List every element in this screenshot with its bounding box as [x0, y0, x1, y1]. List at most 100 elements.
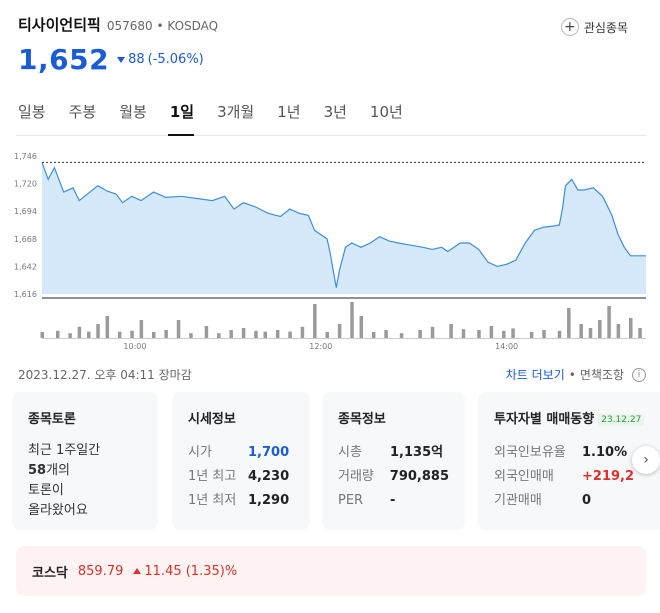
y-tick-label: 1,616: [14, 290, 37, 299]
period-tabs: 일봉 주봉 월봉 1일 3개월 1년 3년 10년: [16, 98, 646, 136]
intraday-chart[interactable]: 1,746 1,720 1,694 1,668 1,642 1,616 10:00 12:00…: [14, 146, 646, 358]
tab-1year[interactable]: 1년: [277, 103, 301, 121]
company-label: 거래량: [338, 469, 374, 484]
volume-bar: [176, 320, 181, 338]
watchlist-label: 관심종목: [583, 20, 628, 35]
index-change-value: 11.45 (1.35)%: [144, 563, 238, 579]
investor-date-badge: 23.12.27: [598, 413, 645, 426]
volume-bar: [629, 318, 633, 338]
triangle-down-icon: [117, 56, 126, 63]
volume-bar: [607, 306, 611, 338]
discussion-line3: 토론이: [28, 483, 64, 498]
discussion-line4: 올라왔어요: [28, 503, 88, 518]
company-value: -: [390, 493, 396, 508]
y-tick-label: 1,694: [14, 207, 37, 216]
discussion-card[interactable]: 종목토론 최근 1주일간 58개의 토론이 올라왔어요: [12, 392, 158, 530]
disclaimer-link[interactable]: 면책조항: [579, 368, 624, 382]
volume-bar: [217, 333, 221, 338]
index-change: 11.45 (1.35)%: [133, 564, 237, 579]
volume-bar: [189, 333, 193, 338]
stock-name[interactable]: 티사이언티픽: [18, 16, 101, 34]
plus-circle-icon: +: [560, 18, 579, 36]
company-value: 1,135억: [390, 445, 444, 460]
quote-row-open: 시가 1,700: [188, 441, 294, 465]
volume-bar: [254, 330, 258, 338]
market-close-timestamp: 2023.12.27. 오후 04:11 장마감: [18, 368, 192, 382]
stock-code-number: 057680: [106, 19, 153, 33]
info-circle-icon[interactable]: i: [632, 367, 646, 382]
volume-bar: [139, 320, 144, 338]
volume-bar: [598, 320, 602, 338]
volume-bar: [288, 331, 292, 338]
tab-monthly[interactable]: 월봉: [119, 103, 147, 121]
volume-bar: [263, 331, 268, 338]
triangle-up-icon: [133, 568, 142, 574]
x-tick-label: 14:00: [495, 342, 518, 351]
tab-3years[interactable]: 3년: [323, 103, 347, 121]
quote-value: 1,290: [248, 493, 290, 508]
discussion-count-suffix: 개의: [46, 463, 71, 478]
tab-10years[interactable]: 10년: [369, 103, 403, 121]
info-cards: 종목토론 최근 1주일간 58개의 토론이 올라왔어요 시세정보 시가 1,70…: [12, 392, 660, 530]
investor-value: 1.10%: [582, 445, 628, 460]
volume-bar: [229, 330, 233, 338]
kosdaq-index-bar[interactable]: 코스닥 859.79 11.45 (1.35)%: [16, 546, 646, 596]
tab-daily[interactable]: 일봉: [18, 103, 46, 121]
investor-value: +219,2: [582, 469, 635, 484]
chevron-right-icon: ›: [643, 452, 649, 468]
volume-bar: [430, 326, 435, 338]
x-tick-label: 10:00: [123, 342, 146, 351]
index-name: 코스닥: [32, 565, 68, 581]
volume-bar: [511, 328, 515, 338]
volume-bar: [502, 330, 506, 338]
investor-label: 외국인매매: [494, 469, 554, 484]
volume-bar: [449, 324, 453, 338]
volume-bar: [77, 326, 82, 338]
y-tick-label: 1,746: [14, 152, 37, 161]
volume-bar: [418, 330, 422, 338]
company-card[interactable]: 종목정보 시총 1,135억 거래량 790,885 PER -: [322, 392, 465, 530]
title-row: 티사이언티픽 057680 • KOSDAQ: [18, 14, 646, 35]
volume-bar: [638, 328, 642, 338]
volume-bar: [359, 316, 364, 338]
quote-title: 시세정보: [188, 412, 236, 427]
volume-bar: [557, 330, 562, 338]
add-watchlist-button[interactable]: + 관심종목: [560, 18, 628, 36]
volume-bar: [384, 330, 388, 338]
volume-bar: [461, 329, 466, 338]
volume-bar: [152, 332, 156, 338]
quote-label: 시가: [188, 445, 212, 460]
y-tick-label: 1,668: [14, 235, 37, 244]
company-title: 종목정보: [338, 412, 386, 427]
investor-card[interactable]: 투자자별 매매동향 23.12.27 외국인보유율 1.10% 외국인매매 +21…: [478, 392, 660, 530]
company-label: 시총: [338, 445, 362, 460]
volume-bar: [399, 333, 404, 338]
volume-bar: [371, 332, 376, 338]
discussion-text: 최근 1주일간 58개의 토론이 올라왔어요: [28, 441, 142, 521]
volume-bar: [313, 304, 317, 338]
link-separator: •: [568, 367, 576, 382]
quote-label: 1년 최저: [188, 493, 237, 508]
volume-bar: [325, 332, 329, 338]
price-change: 88 (-5.06%): [117, 52, 204, 67]
tab-1day[interactable]: 1일: [167, 98, 205, 136]
tab-weekly[interactable]: 주봉: [68, 103, 97, 121]
company-label: PER: [338, 493, 364, 508]
volume-bar: [241, 328, 246, 338]
cards-next-button[interactable]: ›: [632, 446, 660, 474]
volume-bar: [275, 330, 280, 338]
investor-row-institution: 기관매매 0: [494, 489, 652, 513]
more-chart-link[interactable]: 차트 더보기: [505, 368, 565, 382]
company-value: 790,885: [389, 469, 449, 484]
y-tick-label: 1,720: [14, 180, 37, 189]
volume-bar: [204, 326, 209, 338]
volume-bar: [40, 332, 44, 338]
discussion-line1: 최근 1주일간: [28, 443, 101, 458]
stock-header: 티사이언티픽 057680 • KOSDAQ + 관심종목 1,652 88 (…: [18, 14, 646, 84]
volume-bar: [542, 330, 546, 338]
volume-bar: [477, 330, 481, 338]
chart-links: 차트 더보기 • 면책조항 i: [506, 366, 646, 383]
tab-3months[interactable]: 3개월: [217, 103, 255, 121]
volume-bar: [300, 326, 305, 338]
quote-card[interactable]: 시세정보 시가 1,700 1년 최고 4,230 1년 최저 1,290: [172, 392, 310, 530]
